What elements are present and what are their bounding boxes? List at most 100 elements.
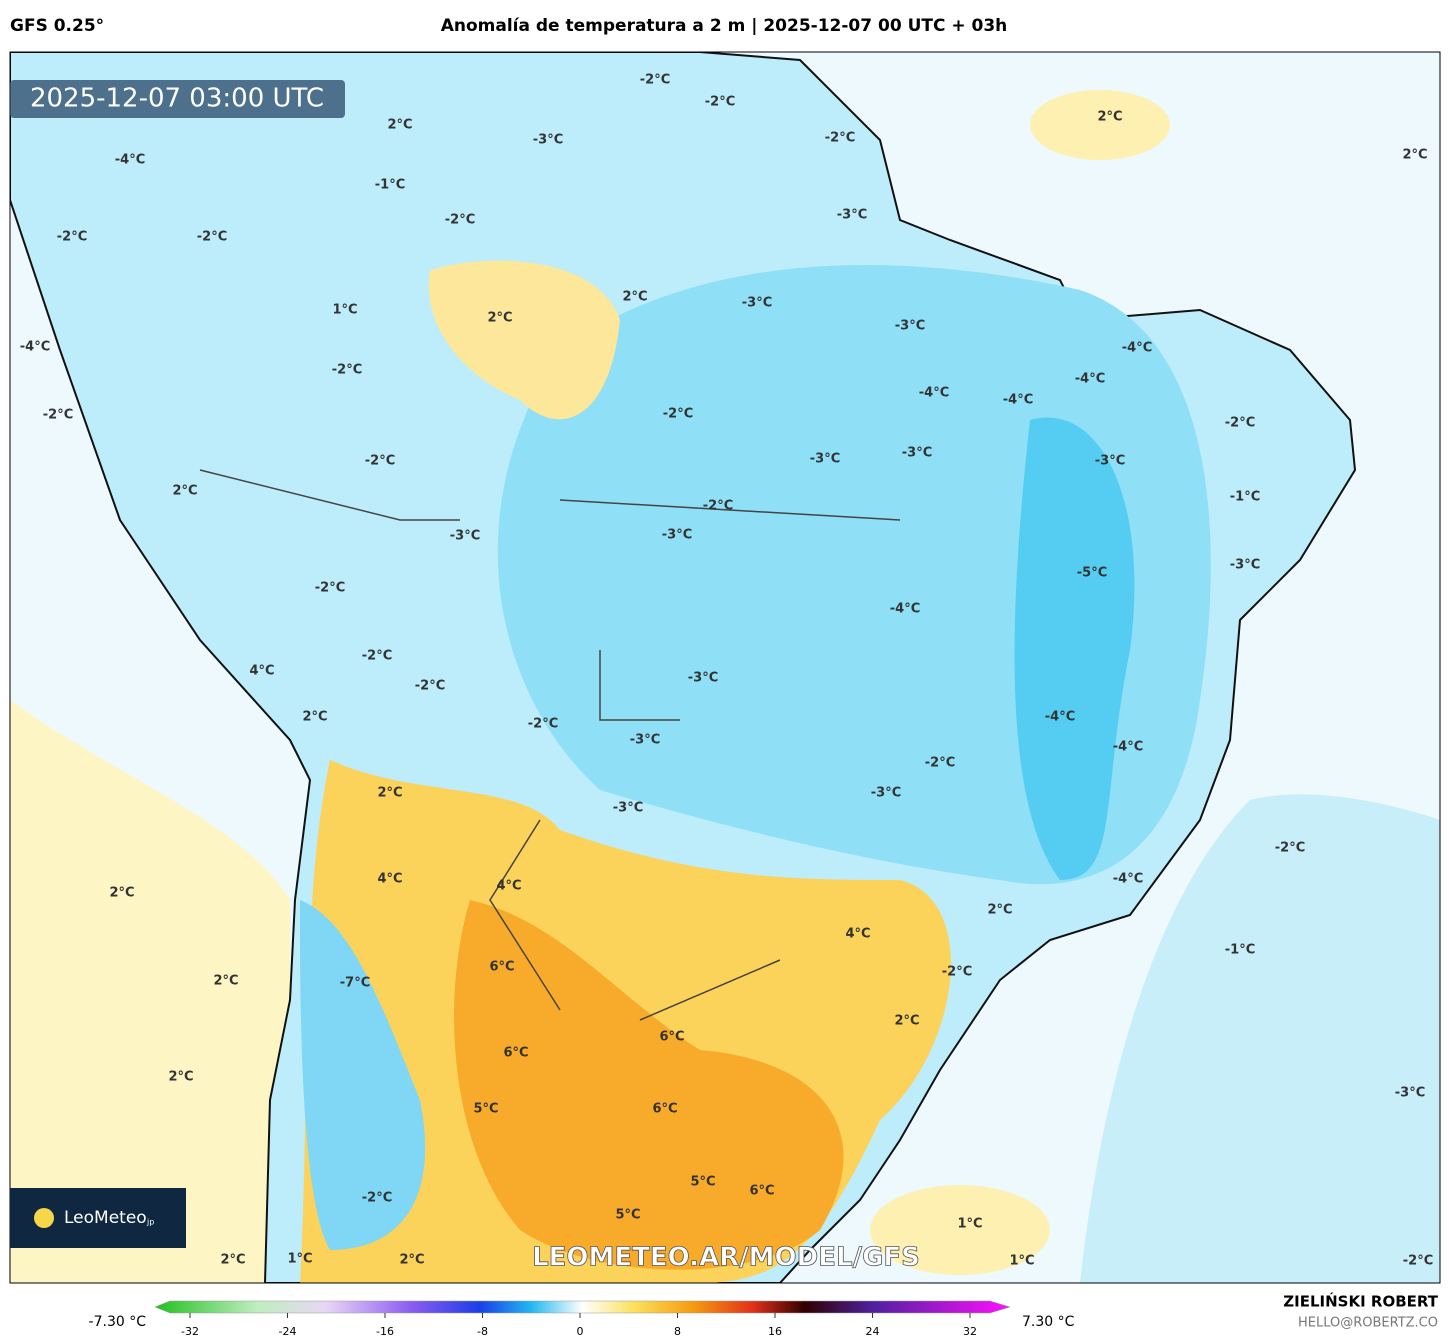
title: Anomalía de temperatura a 2 m | 2025-12-… bbox=[441, 16, 1008, 36]
contour-label: 2°C bbox=[622, 290, 647, 305]
contour-label: 1°C bbox=[957, 1217, 982, 1232]
contour-label: 6°C bbox=[503, 1046, 528, 1061]
contour-label: 2°C bbox=[172, 484, 197, 499]
contour-label: 2°C bbox=[213, 974, 238, 989]
contour-label: -4°C bbox=[1075, 372, 1105, 387]
contour-label: -2°C bbox=[415, 679, 445, 694]
contour-label: 2°C bbox=[1097, 110, 1122, 125]
pacific-warm bbox=[10, 700, 290, 1283]
contour-label: 2°C bbox=[168, 1070, 193, 1085]
colorbar-tick-label: 32 bbox=[963, 1325, 977, 1338]
contour-label: -2°C bbox=[365, 454, 395, 469]
borders bbox=[199, 469, 901, 1021]
contour-label: 4°C bbox=[496, 879, 521, 894]
contour-label: -3°C bbox=[1395, 1086, 1425, 1101]
contour-label: -4°C bbox=[890, 602, 920, 617]
contour-label: -1°C bbox=[1225, 943, 1255, 958]
cold-area bbox=[300, 900, 426, 1250]
contour-label: -4°C bbox=[1113, 872, 1143, 887]
contour-label: -2°C bbox=[197, 230, 227, 245]
contour-label: -2°C bbox=[528, 717, 558, 732]
model-label: GFS 0.25° bbox=[10, 16, 104, 36]
colorbar-tick-label: -8 bbox=[477, 1325, 488, 1338]
contour-label: -3°C bbox=[742, 296, 772, 311]
colorbar-tick-label: -16 bbox=[376, 1325, 394, 1338]
contour-label: -3°C bbox=[533, 133, 563, 148]
colorbar-tick-label: 8 bbox=[674, 1325, 681, 1338]
colorbar-tick-label: 0 bbox=[577, 1325, 584, 1338]
contour-label: -2°C bbox=[1275, 841, 1305, 856]
contour-label: -2°C bbox=[57, 230, 87, 245]
contour-label: 2°C bbox=[377, 786, 402, 801]
contour-label: 6°C bbox=[489, 960, 514, 975]
contour-label: -2°C bbox=[362, 649, 392, 664]
contour-label: 2°C bbox=[302, 710, 327, 725]
contour-label: -2°C bbox=[445, 213, 475, 228]
contour-label: 2°C bbox=[894, 1014, 919, 1029]
contour-label: -4°C bbox=[919, 386, 949, 401]
contour-label: -1°C bbox=[375, 178, 405, 193]
colorbar-tick-label: -32 bbox=[181, 1325, 199, 1338]
contour-label: -5°C bbox=[1077, 566, 1107, 581]
contour-label: 6°C bbox=[652, 1102, 677, 1117]
contour-label: -3°C bbox=[688, 671, 718, 686]
contour-label: -3°C bbox=[613, 801, 643, 816]
contour-label: -2°C bbox=[663, 407, 693, 422]
warm-patch bbox=[428, 260, 620, 420]
warm-patch bbox=[1030, 90, 1170, 160]
contour-label: 2°C bbox=[109, 886, 134, 901]
contour-label: 2°C bbox=[487, 311, 512, 326]
colorbar-tick-label: 24 bbox=[866, 1325, 880, 1338]
map-frame bbox=[9, 51, 1441, 1284]
contour-label: -3°C bbox=[895, 319, 925, 334]
colorbar-min: -7.30 °C bbox=[89, 1314, 147, 1330]
contour-label: 5°C bbox=[690, 1175, 715, 1190]
contour-label: -3°C bbox=[810, 452, 840, 467]
contour-label: -2°C bbox=[925, 756, 955, 771]
contour-label: 2°C bbox=[1402, 148, 1427, 163]
contour-label: -4°C bbox=[1113, 740, 1143, 755]
contour-label: -4°C bbox=[1045, 710, 1075, 725]
contact: HELLO@ROBERTZ.CO bbox=[1298, 1316, 1438, 1331]
atlantic-cool bbox=[1080, 794, 1440, 1283]
cold-core bbox=[1014, 417, 1135, 880]
contour-label: 2°C bbox=[220, 1253, 245, 1268]
contour-label: 4°C bbox=[377, 872, 402, 887]
contour-label: 6°C bbox=[659, 1030, 684, 1045]
contour-label: -2°C bbox=[825, 131, 855, 146]
contour-label: -3°C bbox=[871, 786, 901, 801]
contour-label: -2°C bbox=[315, 581, 345, 596]
map bbox=[10, 52, 1440, 1283]
contour-label: -2°C bbox=[1225, 416, 1255, 431]
contour-label: -2°C bbox=[332, 363, 362, 378]
colorbar-tick-label: 16 bbox=[768, 1325, 782, 1338]
colorbar-max: 7.30 °C bbox=[1022, 1314, 1075, 1330]
contour-label: -2°C bbox=[942, 965, 972, 980]
timestamp-box bbox=[10, 80, 345, 118]
watermark: LEOMETEO.AR/MODEL/GFS bbox=[532, 1243, 920, 1273]
contour-label: -2°C bbox=[705, 95, 735, 110]
colorbar bbox=[154, 1300, 1011, 1314]
contour-label: 6°C bbox=[749, 1184, 774, 1199]
hot-area bbox=[454, 900, 844, 1270]
contour-label: -1°C bbox=[1230, 490, 1260, 505]
contour-label: -3°C bbox=[662, 528, 692, 543]
logo: LeoMeteo bbox=[64, 1208, 147, 1228]
logo-sun bbox=[34, 1208, 54, 1228]
colorbar-tick-label: -24 bbox=[279, 1325, 297, 1338]
contour-label: 2°C bbox=[987, 903, 1012, 918]
warm-patch bbox=[870, 1185, 1050, 1275]
contour-label: -2°C bbox=[43, 408, 73, 423]
contour-label: 5°C bbox=[615, 1208, 640, 1223]
contour-label: -2°C bbox=[703, 499, 733, 514]
contour-label: 4°C bbox=[845, 927, 870, 942]
contour-label: -3°C bbox=[1230, 558, 1260, 573]
contour-label: -3°C bbox=[837, 208, 867, 223]
contour-label: -2°C bbox=[362, 1191, 392, 1206]
logo-suffix: jp bbox=[146, 1218, 154, 1227]
contour-label: -3°C bbox=[902, 446, 932, 461]
contour-label: 1°C bbox=[332, 303, 357, 318]
contour-label: 2°C bbox=[387, 118, 412, 133]
contour-label: -3°C bbox=[450, 529, 480, 544]
